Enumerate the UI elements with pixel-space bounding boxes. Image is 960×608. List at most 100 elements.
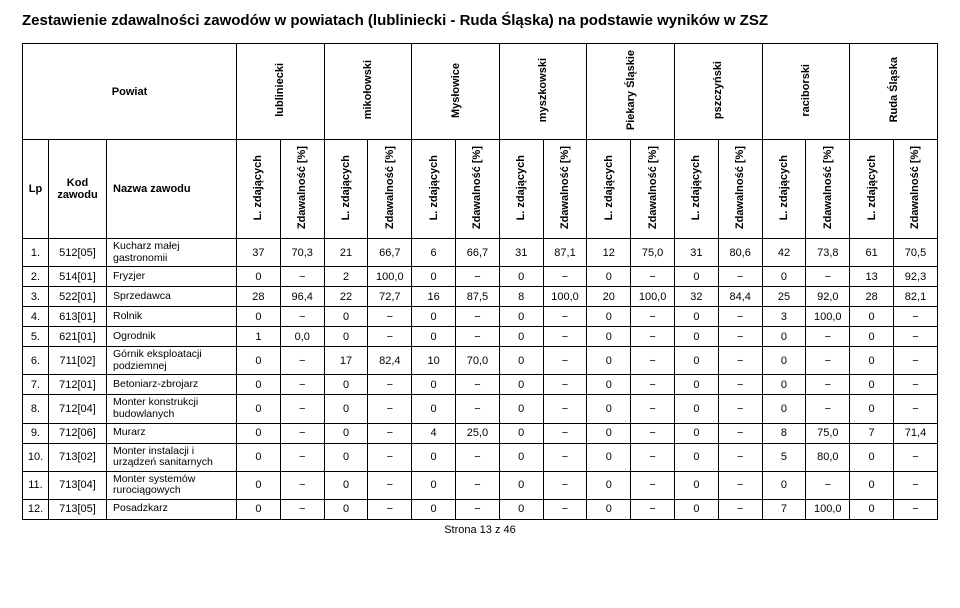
value-cell: 0 — [850, 307, 894, 327]
region-header: mikołowski — [324, 44, 412, 140]
value-cell: − — [368, 443, 412, 471]
value-cell: − — [631, 443, 675, 471]
value-cell: − — [631, 499, 675, 519]
value-cell: 96,4 — [280, 287, 324, 307]
kod-cell: 713[04] — [49, 471, 107, 499]
nazwa-cell: Posadzkarz — [107, 499, 237, 519]
nazwa-cell: Monter systemów rurociągowych — [107, 471, 237, 499]
region-header: lubliniecki — [237, 44, 325, 140]
value-cell: − — [280, 443, 324, 471]
table-body: 1.512[05]Kucharz małej gastronomii3770,3… — [23, 239, 938, 519]
kod-cell: 712[01] — [49, 375, 107, 395]
table-row: 5.621[01]Ogrodnik10,00−0−0−0−0−0−0− — [23, 327, 938, 347]
value-cell: 5 — [762, 443, 806, 471]
value-cell: 0 — [675, 267, 719, 287]
value-cell: 0 — [237, 375, 281, 395]
value-cell: 0 — [412, 471, 456, 499]
value-cell: 0 — [324, 423, 368, 443]
value-cell: − — [631, 423, 675, 443]
value-cell: 0 — [850, 327, 894, 347]
kod-cell: 522[01] — [49, 287, 107, 307]
value-cell: 0 — [412, 375, 456, 395]
subcol-l: L. zdających — [850, 140, 894, 239]
kod-cell: 713[05] — [49, 499, 107, 519]
lp-cell: 10. — [23, 443, 49, 471]
kod-cell: 711[02] — [49, 347, 107, 375]
value-cell: 87,1 — [543, 239, 587, 267]
nazwa-cell: Ogrodnik — [107, 327, 237, 347]
powiat-header: Powiat — [23, 44, 237, 140]
value-cell: − — [806, 267, 850, 287]
page-footer: Strona 13 z 46 — [22, 524, 938, 536]
value-cell: 75,0 — [631, 239, 675, 267]
value-cell: 100,0 — [543, 287, 587, 307]
subcol-z: Zdawalność [%] — [543, 140, 587, 239]
value-cell: − — [280, 347, 324, 375]
value-cell: 0 — [762, 347, 806, 375]
value-cell: 0 — [499, 423, 543, 443]
table-row: 4.613[01]Rolnik0−0−0−0−0−0−3100,00− — [23, 307, 938, 327]
value-cell: 0 — [762, 375, 806, 395]
value-cell: − — [456, 375, 500, 395]
value-cell: 0 — [762, 395, 806, 423]
table-row: 7.712[01]Betoniarz-zbrojarz0−0−0−0−0−0−0… — [23, 375, 938, 395]
value-cell: − — [631, 395, 675, 423]
lp-cell: 8. — [23, 395, 49, 423]
value-cell: − — [718, 375, 762, 395]
value-cell: 0 — [499, 327, 543, 347]
value-cell: − — [806, 471, 850, 499]
value-cell: 0 — [587, 395, 631, 423]
lp-cell: 3. — [23, 287, 49, 307]
value-cell: − — [718, 267, 762, 287]
value-cell: − — [718, 471, 762, 499]
value-cell: − — [456, 443, 500, 471]
value-cell: − — [456, 499, 500, 519]
value-cell: 0 — [675, 375, 719, 395]
value-cell: 0 — [499, 347, 543, 375]
kod-cell: 514[01] — [49, 267, 107, 287]
value-cell: − — [806, 347, 850, 375]
value-cell: 100,0 — [806, 307, 850, 327]
value-cell: 17 — [324, 347, 368, 375]
value-cell: 4 — [412, 423, 456, 443]
value-cell: 0 — [675, 307, 719, 327]
subcol-l: L. zdających — [675, 140, 719, 239]
value-cell: − — [280, 307, 324, 327]
value-cell: 21 — [324, 239, 368, 267]
value-cell: 12 — [587, 239, 631, 267]
value-cell: 0 — [412, 267, 456, 287]
value-cell: 10 — [412, 347, 456, 375]
value-cell: 0 — [237, 443, 281, 471]
value-cell: 0 — [324, 375, 368, 395]
value-cell: − — [806, 375, 850, 395]
value-cell: 0 — [324, 307, 368, 327]
value-cell: − — [806, 327, 850, 347]
value-cell: − — [543, 347, 587, 375]
value-cell: 31 — [499, 239, 543, 267]
value-cell: 0 — [237, 267, 281, 287]
header-row-regions: Powiat lubliniecki mikołowski Mysłowice … — [23, 44, 938, 140]
value-cell: 0 — [587, 471, 631, 499]
value-cell: 0 — [324, 443, 368, 471]
value-cell: 32 — [675, 287, 719, 307]
value-cell: − — [718, 347, 762, 375]
region-header: Piekary Śląskie — [587, 44, 675, 140]
value-cell: 8 — [762, 423, 806, 443]
value-cell: 61 — [850, 239, 894, 267]
value-cell: 0 — [850, 347, 894, 375]
subcol-l: L. zdających — [499, 140, 543, 239]
value-cell: − — [631, 267, 675, 287]
value-cell: 22 — [324, 287, 368, 307]
value-cell: 0 — [587, 327, 631, 347]
value-cell: − — [893, 327, 937, 347]
value-cell: − — [893, 395, 937, 423]
value-cell: − — [280, 471, 324, 499]
subcol-z: Zdawalność [%] — [280, 140, 324, 239]
value-cell: − — [543, 267, 587, 287]
value-cell: 2 — [324, 267, 368, 287]
value-cell: 25 — [762, 287, 806, 307]
value-cell: − — [893, 347, 937, 375]
value-cell: 0 — [237, 307, 281, 327]
value-cell: − — [893, 375, 937, 395]
value-cell: 100,0 — [806, 499, 850, 519]
